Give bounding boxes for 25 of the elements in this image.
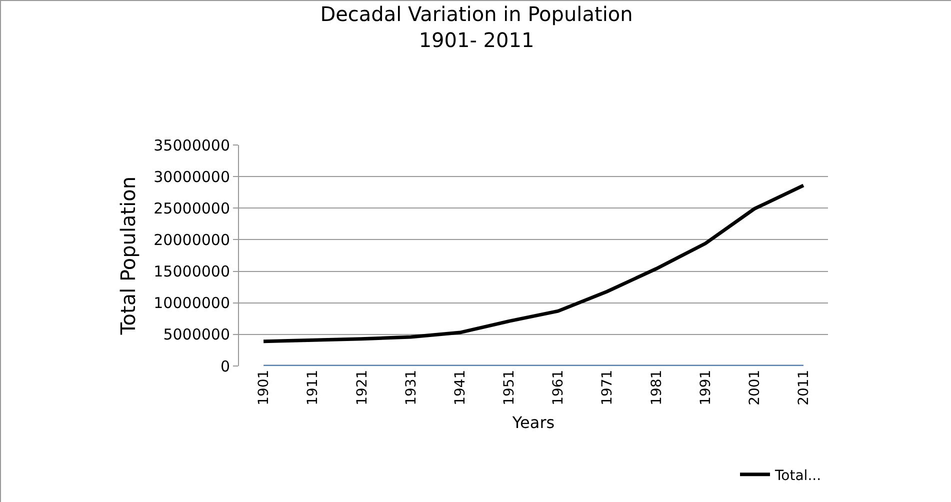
y-tick-label: 10000000: [154, 294, 230, 312]
y-tick-label: 35000000: [154, 136, 230, 154]
x-tick-label: 1981: [648, 370, 665, 406]
line-series: [262, 184, 806, 344]
x-tick-label: 2011: [796, 370, 812, 406]
x-tick-label: 1971: [600, 370, 616, 406]
x-tick-label: 1961: [550, 370, 567, 406]
x-tick-label: 1901: [256, 370, 272, 406]
x-tick-label: 1991: [698, 370, 714, 406]
x-tick-label: 1921: [354, 370, 370, 406]
x-tick-label: 1941: [452, 370, 468, 406]
x-tick-label: 1951: [502, 370, 518, 406]
y-axis-title: Total Population: [116, 176, 140, 336]
y-tick-label: 25000000: [154, 199, 230, 218]
chart-title: Decadal Variation in Population 1901- 2011: [320, 2, 633, 52]
x-tick-label: 1911: [305, 370, 322, 406]
x-tick-label: 2001: [746, 370, 763, 406]
x-tick-label: 1931: [403, 370, 420, 406]
y-tick-label: 20000000: [154, 230, 230, 249]
legend-label: Total...: [774, 468, 822, 484]
y-tick-label: 0: [220, 357, 230, 376]
y-tick-label: 15000000: [154, 262, 230, 281]
x-axis-title: Years: [511, 413, 555, 432]
y-tick-label: 30000000: [154, 168, 230, 186]
y-tick-label: 5000000: [163, 326, 230, 344]
